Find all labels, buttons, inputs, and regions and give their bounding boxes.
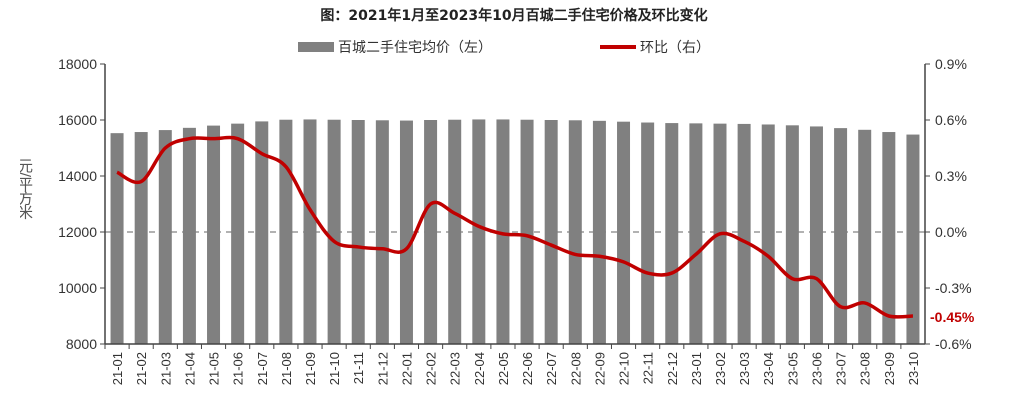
bar-21-10	[327, 119, 341, 344]
bar-23-07	[834, 128, 848, 344]
x-tick-label: 21-07	[255, 352, 270, 385]
bar-23-04	[761, 124, 775, 344]
bar-22-08	[568, 120, 582, 344]
x-tick-label: 22-12	[665, 352, 680, 385]
legend-bar-label: 百城二手住宅均价（左）	[338, 40, 492, 56]
y-right-tick-label: 0.0%	[935, 224, 967, 240]
y-left-tick-label: 18000	[58, 56, 97, 72]
x-tick-label: 21-06	[231, 352, 246, 385]
x-tick-label: 21-05	[207, 352, 222, 385]
x-tick-label: 22-04	[472, 352, 487, 385]
bar-22-10	[617, 121, 631, 345]
x-tick-label: 22-08	[568, 352, 583, 385]
chart-title: 图：2021年1月至2023年10月百城二手住宅价格及环比变化	[320, 8, 708, 24]
x-tick-label: 21-10	[327, 352, 342, 385]
bar-23-03	[737, 123, 751, 344]
x-tick-label: 23-05	[785, 352, 800, 385]
x-tick-label: 22-11	[641, 352, 656, 384]
x-tick-label: 21-12	[375, 352, 390, 385]
x-tick-label: 21-08	[279, 352, 294, 385]
bar-22-01	[399, 120, 413, 344]
bar-21-12	[375, 120, 389, 344]
bar-22-07	[544, 120, 558, 344]
y-right-tick-label: -0.6%	[935, 336, 972, 352]
x-tick-label: 23-10	[906, 352, 921, 385]
y-left-tick-label: 12000	[58, 224, 97, 240]
bar-22-12	[665, 123, 679, 344]
y-right-tick-label: 0.9%	[935, 56, 967, 72]
x-tick-label: 23-04	[761, 352, 776, 385]
bar-21-08	[279, 119, 293, 344]
x-tick-label: 22-02	[424, 352, 439, 385]
bar-22-06	[520, 119, 534, 344]
y-right-tick-label: 0.3%	[935, 168, 967, 184]
x-tick-label: 22-07	[544, 352, 559, 385]
bar-23-05	[785, 125, 799, 344]
bar-23-01	[689, 123, 703, 344]
bar-21-09	[303, 119, 317, 344]
x-tick-label: 23-07	[834, 352, 849, 385]
bar-22-03	[448, 119, 462, 344]
bar-22-05	[496, 119, 510, 344]
y-right-tick-label: 0.6%	[935, 112, 967, 128]
line-series-mom	[116, 135, 914, 319]
x-tick-label: 22-06	[520, 352, 535, 385]
y-left-tick-label: 8000	[66, 336, 97, 352]
bar-23-06	[809, 126, 823, 344]
y-left-tick-label: 14000	[58, 168, 97, 184]
bar-22-11	[641, 122, 655, 345]
bar-23-09	[882, 132, 896, 344]
bar-21-06	[231, 123, 245, 344]
bar-23-10	[906, 134, 920, 344]
x-tick-label: 23-02	[713, 352, 728, 385]
x-tick-label: 23-09	[882, 352, 897, 385]
y-left-tick-label: 10000	[58, 280, 97, 296]
x-tick-label: 21-11	[351, 352, 366, 384]
x-tick-label: 23-06	[809, 352, 824, 385]
bar-23-08	[858, 129, 872, 344]
x-tick-label: 23-01	[689, 352, 704, 385]
x-tick-label: 23-03	[737, 352, 752, 385]
x-tick-label: 22-09	[592, 352, 607, 385]
bar-21-07	[255, 121, 269, 345]
legend-bar-swatch	[298, 42, 334, 52]
legend-line-label: 环比（右）	[640, 40, 710, 56]
y-right-tick-label: -0.3%	[935, 280, 972, 296]
bar-21-11	[351, 120, 365, 344]
bar-21-05	[207, 125, 221, 344]
bar-22-02	[424, 120, 438, 344]
x-tick-label: 22-01	[399, 352, 414, 385]
x-tick-label: 21-09	[303, 352, 318, 385]
x-tick-label: 21-02	[134, 352, 149, 385]
x-tick-label: 23-08	[858, 352, 873, 385]
bar-21-03	[158, 130, 172, 344]
x-tick-label: 22-10	[617, 352, 632, 385]
y-left-tick-label: 16000	[58, 112, 97, 128]
x-tick-label: 21-01	[110, 352, 125, 385]
bar-21-04	[182, 127, 196, 344]
bar-21-02	[134, 132, 148, 344]
y-axis-left-label: 元/平方米	[20, 158, 34, 219]
x-tick-label: 22-03	[448, 352, 463, 385]
legend-line-swatch	[600, 45, 636, 49]
x-tick-label: 21-03	[158, 352, 173, 385]
x-tick-label: 22-05	[496, 352, 511, 385]
last-value-annotation: -0.45%	[930, 309, 975, 325]
bar-22-04	[472, 119, 486, 344]
x-tick-label: 21-04	[182, 352, 197, 385]
bar-21-01	[110, 133, 124, 344]
bar-22-09	[592, 120, 606, 344]
